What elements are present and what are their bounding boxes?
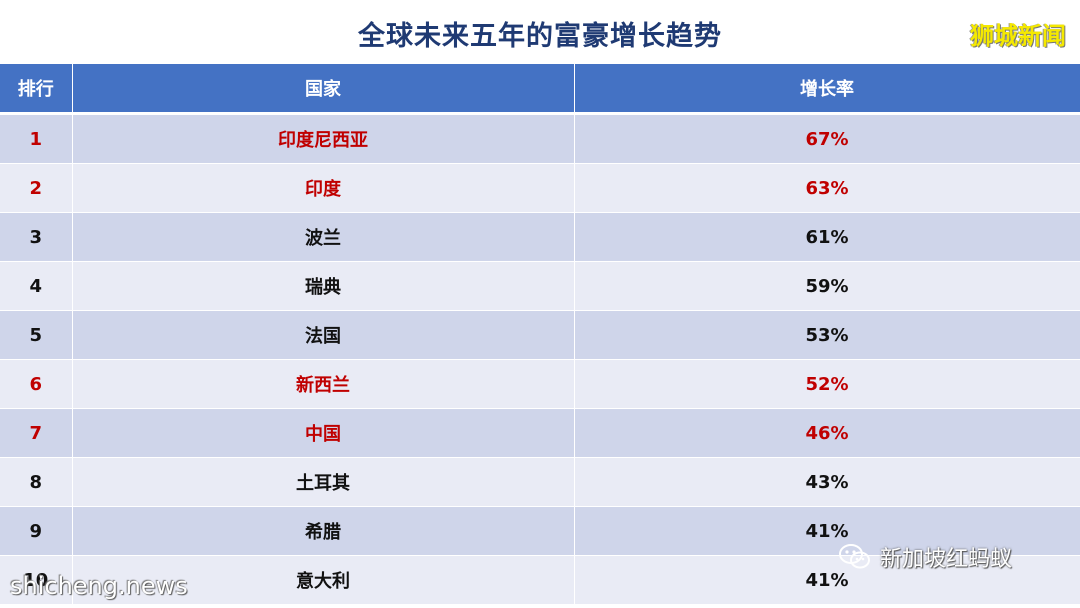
country-cell: 意大利 <box>72 555 575 605</box>
table-row: 3 波兰 61% <box>0 212 1080 262</box>
table-row: 5 法国 53% <box>0 310 1080 360</box>
table-row: 2 印度 63% <box>0 163 1080 213</box>
country-cell: 希腊 <box>72 506 575 556</box>
rate-cell: 41% <box>574 506 1080 556</box>
header-rank: 排行 <box>0 64 73 115</box>
page-title: 全球未来五年的富豪增长趋势 <box>358 21 722 52</box>
rate-cell: 61% <box>574 212 1080 262</box>
country-cell: 波兰 <box>72 212 575 262</box>
country-cell: 印度尼西亚 <box>72 113 575 164</box>
wechat-watermark: 新加坡红蚂蚁 <box>838 541 1012 573</box>
rank-cell: 2 <box>0 163 73 213</box>
rate-cell: 46% <box>574 408 1080 458</box>
table-row: 7 中国 46% <box>0 408 1080 458</box>
table-row: 9 希腊 41% <box>0 506 1080 556</box>
site-watermark: shicheng.news <box>10 572 188 600</box>
table-row: 8 土耳其 43% <box>0 457 1080 507</box>
wechat-icon <box>839 544 870 569</box>
rate-cell: 67% <box>574 113 1080 164</box>
rate-cell: 43% <box>574 457 1080 507</box>
rank-cell: 5 <box>0 310 73 360</box>
brand-logo: 狮城新闻 <box>970 22 1066 50</box>
table-row: 6 新西兰 52% <box>0 359 1080 409</box>
rank-cell: 9 <box>0 506 73 556</box>
table-header-row: 排行 国家 增长率 <box>0 64 1080 115</box>
ranking-table: 排行 国家 增长率 1 印度尼西亚 67% 2 印度 63% 3 波兰 61% … <box>0 64 1080 605</box>
rank-cell: 1 <box>0 113 73 164</box>
header-rate: 增长率 <box>574 64 1080 115</box>
rank-cell: 10 <box>0 555 73 605</box>
country-cell: 中国 <box>72 408 575 458</box>
header-country: 国家 <box>72 64 575 115</box>
country-cell: 印度 <box>72 163 575 213</box>
rank-cell: 7 <box>0 408 73 458</box>
table-row: 10 意大利 41% <box>0 555 1080 605</box>
rate-cell: 52% <box>574 359 1080 409</box>
country-cell: 土耳其 <box>72 457 575 507</box>
rate-cell: 59% <box>574 261 1080 311</box>
table-row: 1 印度尼西亚 67% <box>0 113 1080 164</box>
rank-cell: 4 <box>0 261 73 311</box>
rate-cell: 41% <box>574 555 1080 605</box>
wechat-account-name: 新加坡红蚂蚁 <box>880 547 1013 572</box>
country-cell: 新西兰 <box>72 359 575 409</box>
rank-cell: 8 <box>0 457 73 507</box>
country-cell: 瑞典 <box>72 261 575 311</box>
rate-cell: 53% <box>574 310 1080 360</box>
table-row: 4 瑞典 59% <box>0 261 1080 311</box>
rank-cell: 3 <box>0 212 73 262</box>
rank-cell: 6 <box>0 359 73 409</box>
rate-cell: 63% <box>574 163 1080 213</box>
country-cell: 法国 <box>72 310 575 360</box>
